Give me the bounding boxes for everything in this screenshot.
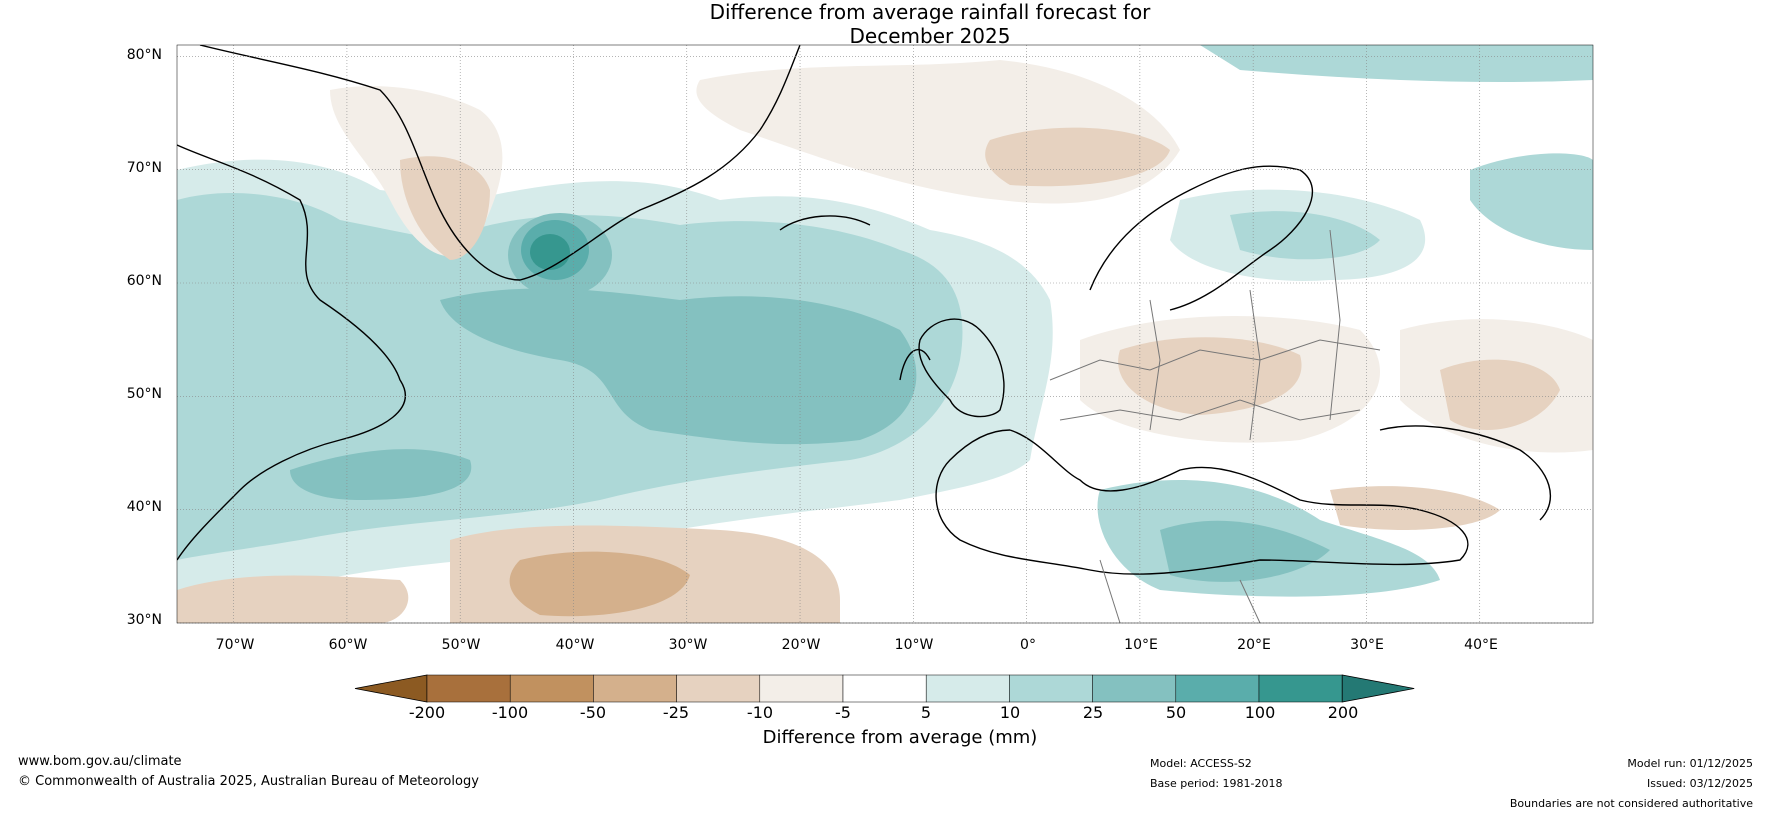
coastlines [177, 45, 1551, 575]
contour-scandinavia-2 [1230, 211, 1380, 260]
colorbar-tick: 10 [999, 703, 1021, 722]
chart-title: Difference from average rainfall forecas… [0, 0, 1770, 48]
colorbar-segment [426, 674, 511, 703]
contour-med-2 [1160, 520, 1330, 582]
model-text: Model: ACCESS-S2 [1150, 757, 1252, 770]
contour-arctic-teal [1200, 45, 1593, 82]
issued-text: Issued: 03/12/2025 [1646, 777, 1753, 790]
colorbar-segment [593, 674, 677, 703]
coastline-scandinavia [1089, 165, 1313, 311]
border-2 [1059, 399, 1361, 421]
lon-label-70w: 70°W [215, 637, 255, 653]
colorbar-tick: -10 [746, 703, 774, 722]
title-line-1: Difference from average rainfall forecas… [709, 0, 1151, 24]
colorbar-segment [1258, 674, 1343, 703]
map-frame [176, 44, 1594, 624]
colorbar-segment [1092, 674, 1177, 703]
coastline-mediterranean [935, 429, 1469, 575]
colorbar-tick: -200 [408, 703, 446, 722]
lon-label-20e: 20°E [1237, 637, 1271, 653]
colorbar-tick: -100 [491, 703, 529, 722]
lat-label-70n: 70°N [126, 160, 162, 176]
colorbar-extend-high [1341, 674, 1415, 703]
border-4 [1249, 289, 1261, 441]
lon-label-30e: 30°E [1350, 637, 1384, 653]
lon-label-40e: 40°E [1464, 637, 1498, 653]
colorbar-segment [842, 674, 927, 703]
copyright-text: © Commonwealth of Australia 2025, Austra… [18, 774, 479, 789]
colorbar-segment [925, 674, 1010, 703]
coastline-iceland [779, 215, 871, 231]
lat-label-50n: 50°N [126, 386, 162, 402]
website-link[interactable]: www.bom.gov.au/climate [18, 754, 182, 769]
lat-label-60n: 60°N [126, 273, 162, 289]
contour-teal-west [290, 449, 472, 500]
lon-label-40w: 40°W [555, 637, 595, 653]
lat-label-30n: 30°N [126, 612, 162, 628]
colorbar-label: Difference from average (mm) [762, 727, 1038, 748]
lon-label-20w: 20°W [781, 637, 821, 653]
contour-southwest-dry [177, 575, 409, 623]
colorbar-extend-low [354, 674, 428, 703]
model-run-text: Model run: 01/12/2025 [1627, 757, 1753, 770]
colorbar-segment [1175, 674, 1260, 703]
lon-label-50w: 50°W [441, 637, 481, 653]
colorbar-tick: -5 [835, 703, 851, 722]
lon-label-0: 0° [1020, 637, 1036, 653]
contour-greenland-west-dry-2 [400, 156, 490, 260]
colorbar-tick: 200 [1327, 703, 1359, 722]
coastline-greenland [199, 45, 801, 281]
contour-east-teal [1470, 153, 1593, 250]
contour-subtropic-dry-2 [509, 551, 690, 617]
border-7 [1239, 579, 1261, 623]
colorbar-tick: -25 [662, 703, 690, 722]
contour-north-atlantic-dry-2 [985, 127, 1170, 187]
coastline-north-america [177, 144, 406, 561]
lon-label-10w: 10°W [894, 637, 934, 653]
title-line-2: December 2025 [849, 24, 1011, 48]
colorbar [354, 674, 1415, 703]
border-5 [1329, 229, 1341, 421]
colorbar-segment [509, 674, 594, 703]
lon-label-10e: 10°E [1124, 637, 1158, 653]
lon-label-60w: 60°W [328, 637, 368, 653]
lon-label-30w: 30°W [668, 637, 708, 653]
colorbar-tick: 25 [1082, 703, 1104, 722]
coastline-britain [918, 318, 1005, 418]
lat-label-80n: 80°N [126, 47, 162, 63]
coastline-black-sea [1379, 425, 1551, 521]
border-1 [1049, 339, 1381, 381]
colorbar-segment [1009, 674, 1093, 703]
colorbar-tick: 100 [1244, 703, 1276, 722]
country-borders [1049, 229, 1381, 623]
colorbar-tick: -50 [579, 703, 607, 722]
border-3 [1149, 299, 1161, 431]
colorbar-segment [759, 674, 844, 703]
colorbar-tick: 5 [920, 703, 932, 722]
colorbar-segment [676, 674, 761, 703]
contour-east-dry-2 [1440, 359, 1560, 430]
contour-turkey-dry [1330, 486, 1500, 530]
lat-label-40n: 40°N [126, 499, 162, 515]
colorbar-tick: 50 [1165, 703, 1187, 722]
contour-teal [440, 288, 917, 445]
base-period-text: Base period: 1981-2018 [1150, 777, 1283, 790]
contour-greenland-3 [530, 234, 570, 270]
border-6 [1099, 559, 1121, 623]
disclaimer-text: Boundaries are not considered authoritat… [1509, 797, 1753, 810]
